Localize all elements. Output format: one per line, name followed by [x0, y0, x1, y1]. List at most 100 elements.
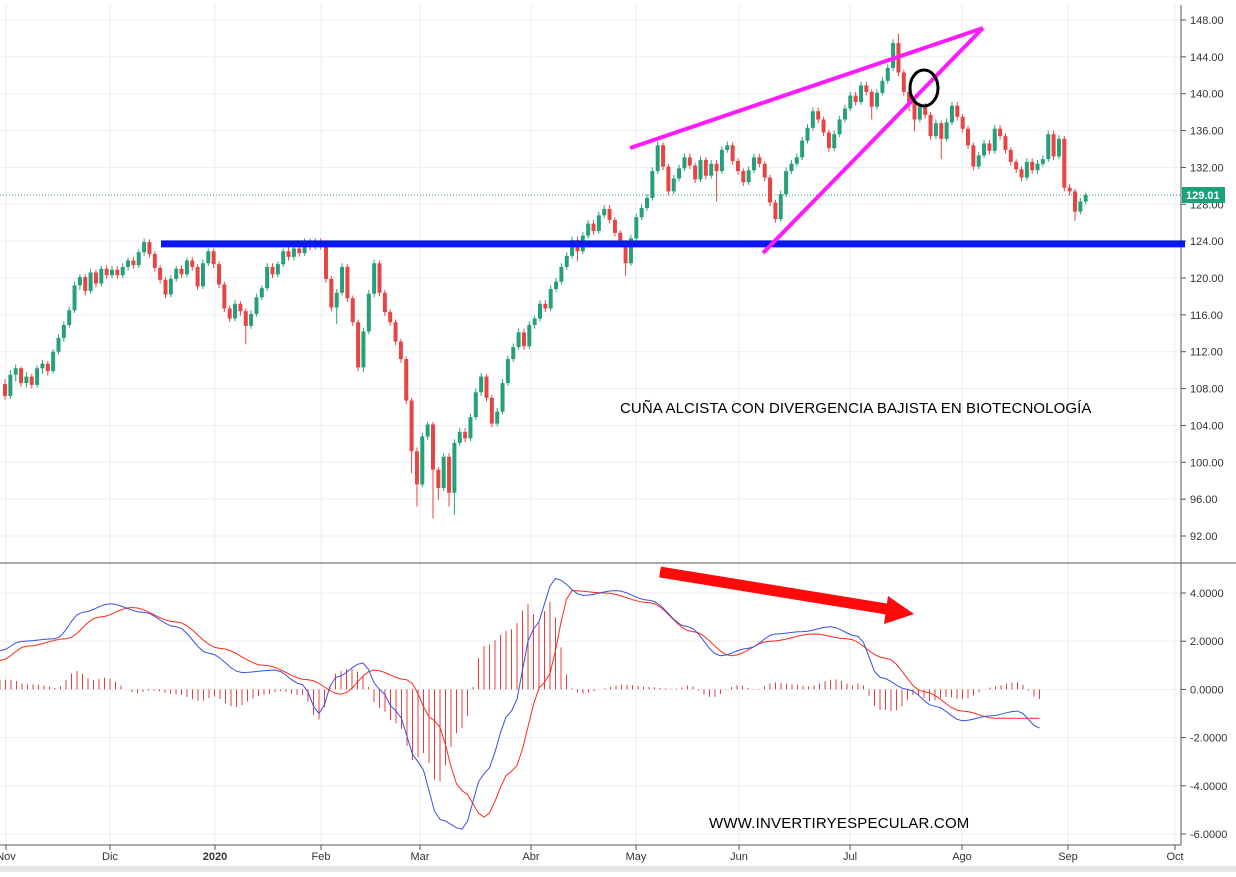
candle-body	[126, 260, 131, 267]
indicator-tick-label: -4.0000	[1190, 781, 1227, 793]
candle-body	[875, 92, 880, 107]
candle-body	[297, 248, 302, 254]
candle-body	[366, 293, 371, 332]
candle-body	[398, 341, 403, 360]
candle-body	[404, 359, 409, 401]
candle-body	[302, 242, 307, 254]
candle-body	[275, 264, 280, 275]
candle-body	[842, 108, 847, 120]
candle-body	[83, 277, 88, 291]
candle-body	[618, 232, 623, 243]
candle-body	[901, 72, 906, 92]
candle-body	[479, 376, 484, 393]
candle-body	[639, 207, 644, 218]
candle-body	[35, 368, 40, 385]
candle-body	[233, 303, 238, 319]
candle-body	[115, 269, 120, 276]
candle-body	[1030, 161, 1035, 171]
chart-annotation-title: CUÑA ALCISTA CON DIVERGENCIA BAJISTA EN …	[620, 400, 1092, 417]
candle-body	[511, 347, 516, 360]
price-tick-label: 136.00	[1190, 126, 1224, 138]
candle-body	[40, 363, 45, 369]
price-tick-label: 100.00	[1190, 457, 1224, 469]
candle-body	[93, 272, 98, 284]
candle-body	[238, 303, 243, 312]
macd-line	[0, 577, 1040, 830]
indicator-tick-label: 2.0000	[1190, 636, 1224, 648]
candle-body	[1046, 134, 1051, 160]
wedge-upper-line	[629, 26, 984, 150]
candle-body	[848, 95, 853, 109]
price-tick-label: 148.00	[1190, 15, 1224, 27]
candle-body	[265, 266, 270, 289]
candle-body	[709, 163, 714, 176]
indicator-tick-label: -6.0000	[1190, 829, 1227, 841]
candle-body	[810, 111, 815, 128]
candle-body	[826, 132, 831, 149]
last-price-badge	[1182, 186, 1225, 203]
candle-body	[500, 383, 505, 412]
candle-body	[329, 278, 334, 308]
candle-body	[77, 277, 82, 286]
candle-body	[1051, 134, 1056, 157]
candle-body	[543, 303, 548, 309]
candle-body	[136, 252, 141, 266]
last-price-label: 129.01	[1186, 190, 1220, 202]
candle-body	[452, 442, 457, 493]
candle-body	[944, 122, 949, 139]
candle-body	[768, 177, 773, 203]
candle-body	[602, 208, 607, 216]
price-tick-label: 116.00	[1190, 310, 1223, 322]
candle-body	[730, 145, 735, 161]
price-tick-label: 132.00	[1190, 162, 1224, 174]
candle-body	[356, 322, 361, 368]
candle-body	[3, 383, 7, 396]
candle-body	[671, 178, 676, 192]
price-tick-label: 120.00	[1190, 273, 1224, 285]
candle-body	[377, 263, 382, 293]
candle-body	[388, 312, 393, 323]
candle-body	[634, 217, 639, 239]
candle-body	[693, 165, 698, 180]
chart-annotation-website: WWW.INVERTIRYESPECULAR.COM	[709, 815, 970, 832]
candle-body	[8, 374, 13, 396]
candle-body	[206, 251, 211, 264]
candle-body	[805, 127, 810, 141]
candle-body	[1056, 138, 1061, 157]
divergence-arrow-head	[884, 596, 914, 624]
candle-body	[837, 119, 842, 135]
candle-body	[628, 238, 633, 264]
candle-body	[431, 424, 435, 470]
candle-body	[131, 260, 136, 266]
candle-body	[703, 160, 708, 176]
candle-body	[88, 272, 93, 291]
candle-body	[184, 260, 189, 275]
candle-body	[61, 324, 66, 338]
candle-body	[425, 424, 430, 437]
candle-body	[243, 311, 248, 326]
divergence-arrow-shaft	[659, 566, 894, 616]
candle-body	[966, 128, 970, 146]
candle-body	[409, 400, 414, 452]
candle-body	[971, 145, 976, 167]
candle-body	[67, 310, 72, 325]
candle-body	[163, 279, 168, 295]
candle-body	[372, 263, 377, 294]
candle-body	[527, 324, 532, 347]
candle-body	[976, 155, 981, 167]
month-label: Jun	[730, 851, 748, 863]
candle-body	[869, 91, 874, 107]
candle-body	[784, 171, 789, 195]
candle-body	[955, 105, 960, 117]
candle-body	[420, 436, 425, 485]
month-label: Dic	[102, 851, 118, 863]
candle-body	[1040, 159, 1045, 164]
candle-body	[992, 128, 997, 151]
candle-body	[1019, 169, 1024, 178]
indicator-tick-label: 4.0000	[1190, 588, 1224, 600]
candle-body	[340, 266, 345, 293]
candle-body	[1083, 195, 1088, 202]
candle-body	[447, 456, 452, 493]
